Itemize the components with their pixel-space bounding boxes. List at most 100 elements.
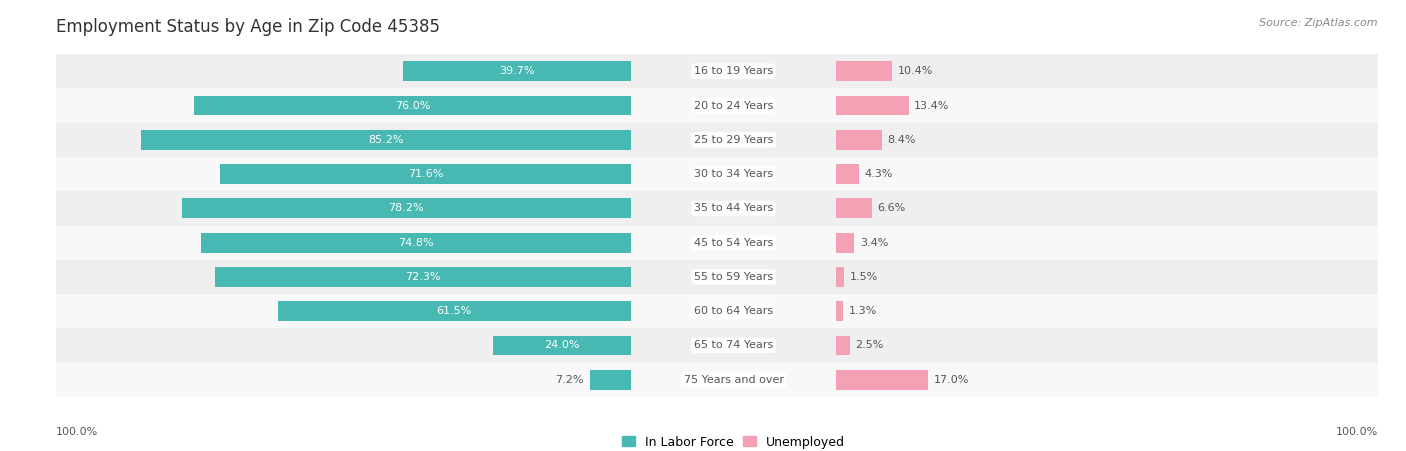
Bar (0, 260, 631, 294)
Text: 7.2%: 7.2% (555, 375, 583, 385)
Bar (837, 363, 1378, 397)
Bar (631, 294, 837, 328)
Bar (837, 96, 908, 115)
Text: 71.6%: 71.6% (408, 169, 443, 179)
Bar (837, 198, 872, 218)
Bar (837, 328, 844, 363)
Bar (631, 260, 837, 294)
Bar (837, 267, 844, 287)
Bar (0, 226, 631, 260)
Bar (0, 363, 631, 397)
Bar (0, 191, 631, 226)
Bar (0, 294, 631, 328)
Text: 3.4%: 3.4% (860, 238, 889, 248)
Text: 72.3%: 72.3% (405, 272, 441, 282)
Bar (181, 198, 631, 218)
Text: 4.3%: 4.3% (865, 169, 893, 179)
Bar (837, 226, 1378, 260)
Bar (837, 61, 893, 81)
Text: Employment Status by Age in Zip Code 45385: Employment Status by Age in Zip Code 453… (56, 18, 440, 36)
Bar (215, 267, 631, 287)
Bar (0, 226, 631, 260)
Bar (219, 164, 631, 184)
Bar (494, 336, 631, 355)
Bar (837, 88, 842, 123)
Text: 75 Years and over: 75 Years and over (683, 375, 783, 385)
Text: 39.7%: 39.7% (499, 66, 534, 76)
Bar (277, 301, 631, 321)
Text: 1.3%: 1.3% (848, 306, 877, 316)
Bar (837, 130, 882, 150)
Bar (0, 328, 631, 363)
Text: 76.0%: 76.0% (395, 101, 430, 110)
Text: 17.0%: 17.0% (934, 375, 969, 385)
Text: 24.0%: 24.0% (544, 341, 579, 350)
Bar (142, 130, 631, 150)
Bar (0, 294, 631, 328)
Bar (837, 164, 859, 184)
Bar (837, 363, 845, 397)
Bar (837, 260, 1378, 294)
Text: 55 to 59 Years: 55 to 59 Years (695, 272, 773, 282)
Text: 6.6%: 6.6% (877, 203, 905, 213)
Text: Source: ZipAtlas.com: Source: ZipAtlas.com (1260, 18, 1378, 28)
Bar (0, 260, 631, 294)
Bar (837, 294, 1378, 328)
Text: 45 to 54 Years: 45 to 54 Years (695, 238, 773, 248)
Bar (0, 191, 631, 226)
Bar (837, 226, 844, 260)
Text: 2.5%: 2.5% (855, 341, 883, 350)
Bar (56, 226, 631, 260)
Bar (837, 336, 849, 355)
Bar (0, 328, 631, 363)
Text: 25 to 29 Years: 25 to 29 Years (695, 135, 773, 145)
Bar (837, 191, 842, 226)
Bar (201, 233, 631, 253)
Bar (56, 88, 631, 123)
Bar (837, 157, 842, 191)
Bar (56, 123, 631, 157)
Bar (837, 54, 1378, 88)
Text: 8.4%: 8.4% (887, 135, 915, 145)
Legend: In Labor Force, Unemployed: In Labor Force, Unemployed (617, 431, 851, 451)
Text: 60 to 64 Years: 60 to 64 Years (695, 306, 773, 316)
Bar (0, 123, 631, 157)
Bar (0, 88, 631, 123)
Bar (837, 301, 844, 321)
Text: 100.0%: 100.0% (1336, 428, 1378, 437)
Bar (589, 370, 631, 390)
Bar (631, 328, 837, 363)
Bar (837, 233, 855, 253)
Bar (837, 123, 1378, 157)
Bar (0, 123, 631, 157)
Bar (631, 363, 837, 397)
Bar (56, 294, 631, 328)
Bar (837, 370, 928, 390)
Bar (837, 294, 844, 328)
Bar (0, 157, 631, 191)
Bar (194, 96, 631, 115)
Text: 20 to 24 Years: 20 to 24 Years (695, 101, 773, 110)
Text: 13.4%: 13.4% (914, 101, 949, 110)
Bar (837, 54, 841, 88)
Bar (0, 54, 631, 88)
Bar (837, 328, 1378, 363)
Text: 30 to 34 Years: 30 to 34 Years (695, 169, 773, 179)
Bar (56, 363, 631, 397)
Text: 1.5%: 1.5% (849, 272, 877, 282)
Bar (631, 226, 837, 260)
Text: 16 to 19 Years: 16 to 19 Years (695, 66, 773, 76)
Bar (404, 61, 631, 81)
Text: 74.8%: 74.8% (398, 238, 434, 248)
Bar (56, 54, 631, 88)
Bar (631, 157, 837, 191)
Bar (0, 54, 631, 88)
Bar (631, 88, 837, 123)
Text: 10.4%: 10.4% (898, 66, 934, 76)
Text: 85.2%: 85.2% (368, 135, 404, 145)
Text: 100.0%: 100.0% (56, 428, 98, 437)
Text: 61.5%: 61.5% (437, 306, 472, 316)
Bar (0, 363, 631, 397)
Text: 35 to 44 Years: 35 to 44 Years (695, 203, 773, 213)
Bar (56, 328, 631, 363)
